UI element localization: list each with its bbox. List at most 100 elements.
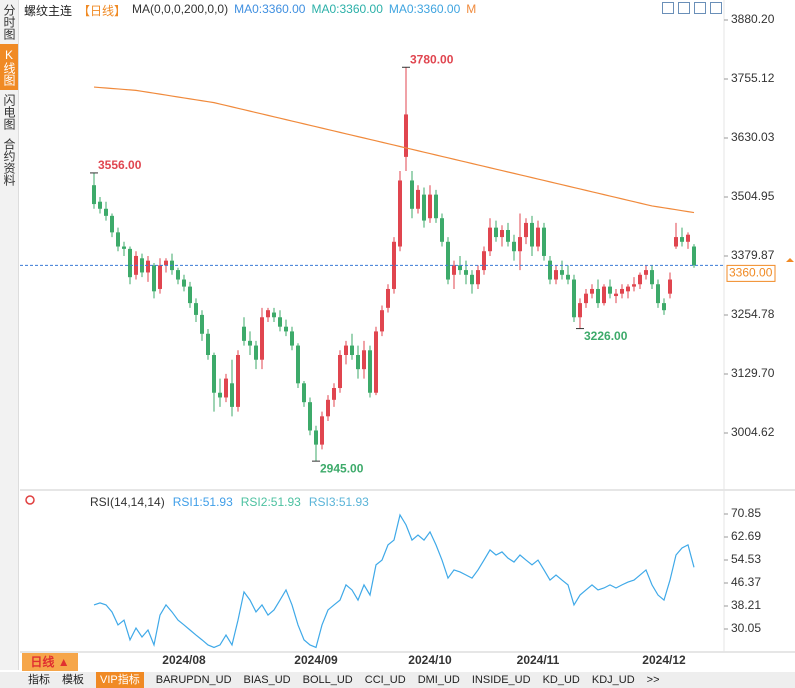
candle-body — [314, 430, 318, 445]
settings-icon[interactable] — [25, 495, 35, 505]
annotation: 2945.00 — [320, 461, 364, 475]
icon[interactable] — [662, 2, 674, 14]
candle-body — [626, 286, 630, 292]
icon[interactable] — [678, 2, 690, 14]
candle-body — [404, 114, 408, 157]
tab[interactable]: BOLL_UD — [302, 674, 353, 686]
toolbar-icons — [662, 2, 722, 14]
tab[interactable]: INSIDE_UD — [471, 674, 531, 686]
candle-body — [518, 237, 522, 252]
y-tick-label: 3129.70 — [731, 366, 775, 380]
candle-body — [614, 293, 618, 297]
candle-body — [692, 246, 696, 266]
candle-body — [236, 355, 240, 407]
y-tick-label: 70.85 — [731, 506, 761, 520]
period-button[interactable]: 日线 ▲ — [22, 653, 78, 671]
candle-body — [686, 234, 690, 242]
candle-body — [266, 310, 270, 318]
tab[interactable]: BARUPDN_UD — [155, 674, 232, 686]
candle-body — [338, 355, 342, 389]
candle-body — [602, 286, 606, 304]
candle-body — [638, 274, 642, 285]
tab[interactable]: VIP指标 — [96, 672, 144, 688]
price-header: 螺纹主连 【日线】 MA(0,0,0,200,0,0) MA0:3360.00 M… — [24, 2, 476, 19]
legend-item: RSI1:51.93 — [172, 495, 233, 509]
legend-item: RSI2:51.93 — [240, 495, 301, 509]
candle-body — [530, 222, 534, 247]
tab[interactable]: 指标 — [28, 674, 50, 686]
candle-body — [374, 331, 378, 393]
icon[interactable] — [694, 2, 706, 14]
candle-body — [344, 345, 348, 355]
candle-body — [506, 230, 510, 242]
side-tab[interactable]: K线图 — [0, 44, 18, 90]
candle-body — [422, 194, 426, 221]
annotation: 3226.00 — [584, 329, 628, 343]
tab[interactable]: 模板 — [62, 674, 84, 686]
candle-body — [128, 248, 132, 278]
candle-body — [218, 392, 222, 398]
y-tick-label: 3254.78 — [731, 307, 775, 321]
candle-body — [164, 260, 168, 266]
annotation: 3556.00 — [98, 158, 142, 172]
tab[interactable]: KDJ_UD — [591, 674, 635, 686]
y-tick-label: 62.69 — [731, 529, 761, 543]
legend-item: MA0:3360.00 — [234, 2, 306, 16]
symbol: 螺纹主连 — [24, 4, 73, 18]
candle-body — [152, 265, 156, 292]
candle-body — [386, 288, 390, 308]
candle-body — [662, 303, 666, 311]
candle-body — [572, 279, 576, 318]
candle-body — [446, 241, 450, 280]
candle-body — [206, 333, 210, 355]
candle-body — [248, 340, 252, 346]
candle-body — [458, 265, 462, 271]
candle-body — [146, 260, 150, 273]
y-tick-label: 3630.03 — [731, 130, 775, 144]
candle-body — [104, 208, 108, 216]
tab[interactable]: CCI_UD — [364, 674, 406, 686]
candle-body — [476, 270, 480, 285]
candle-body — [470, 274, 474, 285]
candle-body — [284, 326, 288, 332]
candle-body — [224, 378, 228, 398]
candle-body — [494, 227, 498, 238]
candle-body — [272, 312, 276, 318]
y-tick-label: 3880.20 — [731, 12, 775, 26]
candle-body — [548, 260, 552, 280]
y-tick-label: 3004.62 — [731, 425, 775, 439]
candle-body — [566, 274, 570, 280]
side-tabs: 分时图 K线图 闪电图 合约资料 — [0, 0, 19, 670]
side-tab[interactable]: 合约资料 — [2, 138, 16, 186]
candle-body — [560, 270, 564, 275]
candle-body — [296, 345, 300, 384]
candle-body — [278, 317, 282, 327]
candle-body — [398, 180, 402, 247]
tab[interactable]: BIAS_UD — [243, 674, 291, 686]
candle-body — [668, 279, 672, 294]
side-tab[interactable]: 闪电图 — [2, 94, 16, 130]
y-tick-label: 38.21 — [731, 598, 761, 612]
candle-body — [308, 402, 312, 431]
candle-body — [500, 230, 504, 238]
candle-body — [254, 345, 258, 360]
candle-body — [428, 194, 432, 219]
icon[interactable] — [710, 2, 722, 14]
annotation: 3780.00 — [410, 52, 454, 66]
side-tab[interactable]: 分时图 — [2, 4, 16, 40]
tab[interactable]: >> — [646, 674, 660, 686]
candle-body — [92, 185, 96, 205]
candle-body — [176, 270, 180, 280]
candle-body — [116, 232, 120, 247]
candle-body — [416, 189, 420, 209]
candle-body — [542, 227, 546, 256]
tab[interactable]: KD_UD — [542, 674, 580, 686]
candle-body — [182, 279, 186, 287]
tab[interactable]: DMI_UD — [417, 674, 460, 686]
candle-body — [536, 227, 540, 247]
candle-body — [302, 383, 306, 403]
candle-body — [110, 215, 114, 233]
last-price-box — [726, 264, 776, 282]
